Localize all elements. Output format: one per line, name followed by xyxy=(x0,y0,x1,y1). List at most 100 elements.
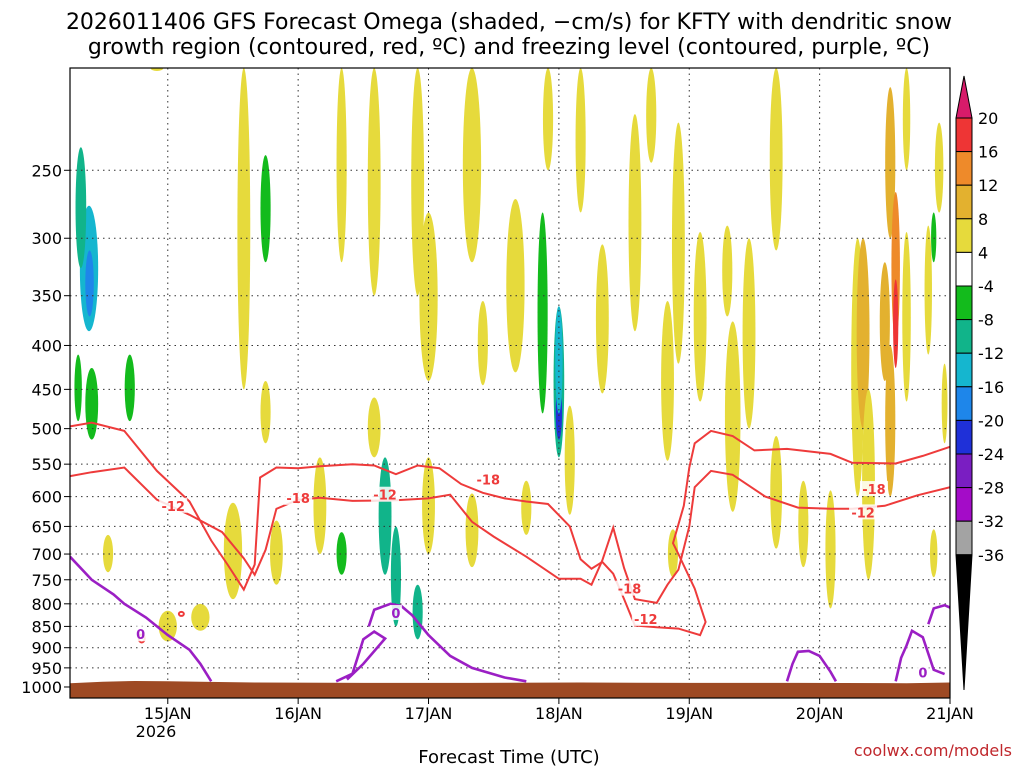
colorbar-segment xyxy=(955,151,973,186)
contour-label: -18 xyxy=(286,492,310,507)
omega-blob xyxy=(575,68,586,213)
contour-label-bg xyxy=(859,481,888,497)
freezing-level-contour xyxy=(70,555,213,682)
colorbar-bottom-triangle xyxy=(955,554,973,691)
y-tick-label: 550 xyxy=(31,455,62,474)
contour-label-bg xyxy=(631,610,660,626)
freezing-level-contour xyxy=(785,649,838,682)
omega-blob xyxy=(931,212,937,263)
colorbar-label: -32 xyxy=(978,512,1004,531)
y-tick-label: 700 xyxy=(31,545,62,564)
y-tick-label: 1000 xyxy=(21,678,62,697)
contour-label: -18 xyxy=(477,473,501,488)
omega-blob xyxy=(542,68,554,171)
contour-label: -12 xyxy=(851,506,875,521)
omega-blob xyxy=(902,231,911,402)
freezing-level-contour xyxy=(927,603,950,625)
colorbar-segment xyxy=(955,117,973,153)
colorbar-label: 4 xyxy=(978,243,988,262)
colorbar-label: -16 xyxy=(978,378,1004,397)
plot-area: -18 -12 -18 -12 -18 -12 -18 -12 0 0 0 xyxy=(69,67,951,699)
chart-title-line-2: growth region (contoured, red, ºC) and f… xyxy=(88,35,930,60)
omega-blob xyxy=(941,363,948,444)
omega-blob xyxy=(924,225,932,355)
colorbar-segment xyxy=(955,319,973,354)
x-axis-year: 2026 xyxy=(136,722,177,741)
contour-label-bg xyxy=(849,504,878,520)
colorbar-label: -12 xyxy=(978,344,1004,363)
dgz-contour-minus18 xyxy=(70,466,950,605)
omega-blob xyxy=(462,68,482,263)
colorbar-segment xyxy=(955,520,973,556)
omega-blob xyxy=(85,368,99,440)
chart-title-line-1: 2026011406 GFS Forecast Omega (shaded, −… xyxy=(66,10,952,35)
y-tick-label: 950 xyxy=(31,659,62,678)
omega-blob xyxy=(158,610,177,642)
colorbar-segment xyxy=(955,285,973,321)
omega-blob xyxy=(269,520,283,585)
omega-blob xyxy=(465,493,479,568)
contour-label-bg xyxy=(389,605,402,621)
omega-blob xyxy=(661,300,674,461)
omega-blob xyxy=(564,405,575,515)
omega-blob xyxy=(102,534,114,573)
y-tick-label: 450 xyxy=(31,380,62,399)
ground xyxy=(70,681,950,698)
omega-blob xyxy=(411,68,425,296)
omega-blob xyxy=(260,155,271,263)
contour-label: -12 xyxy=(634,613,658,628)
colorbar-top-triangle xyxy=(955,75,973,119)
colorbar-segment xyxy=(955,184,973,220)
freezing-level-contour xyxy=(367,602,527,683)
x-tick-label: 18JAN xyxy=(535,704,583,723)
omega-blob xyxy=(646,68,657,163)
y-tick-label: 650 xyxy=(31,517,62,536)
contour-label: 0 xyxy=(918,667,927,682)
omega-blob xyxy=(885,87,896,239)
source-label: coolwx.com/models xyxy=(854,741,1012,760)
y-tick-label: 600 xyxy=(31,488,62,507)
contour-labels: -18 -12 -18 -12 -18 -12 -18 -12 0 0 0 xyxy=(134,471,929,682)
omega-blob xyxy=(893,279,899,369)
omega-blob xyxy=(856,238,870,429)
contour-label-bg xyxy=(284,489,313,505)
colorbar-segment xyxy=(955,251,973,287)
omega-blob xyxy=(798,480,809,568)
colorbar-label: 16 xyxy=(978,143,998,162)
omega-blob xyxy=(724,321,741,512)
omega-blob xyxy=(223,502,243,600)
gridlines xyxy=(70,68,951,698)
contour-label-bg xyxy=(371,486,400,502)
omega-blob xyxy=(825,490,836,609)
y-tick-label: 400 xyxy=(31,336,62,355)
omega-blob xyxy=(671,122,685,364)
colorbar-segment xyxy=(955,419,973,455)
x-tick-label: 16JAN xyxy=(274,704,322,723)
omega-blob xyxy=(124,354,135,422)
omega-blob xyxy=(667,529,679,578)
dgz-contour-minus12 xyxy=(70,421,950,637)
omega-blob xyxy=(929,529,938,578)
colorbar-label: -4 xyxy=(978,277,994,296)
omega-blob xyxy=(336,532,347,575)
contour-label-bg xyxy=(134,626,147,642)
omega-blob xyxy=(378,457,392,575)
omega-blob xyxy=(885,345,896,497)
omega-blob xyxy=(506,198,525,373)
y-tick-label: 850 xyxy=(31,617,62,636)
omega-blob xyxy=(537,212,548,414)
colorbar-segment xyxy=(955,386,973,421)
contour-label: 0 xyxy=(391,607,400,622)
colorbar-label: -20 xyxy=(978,411,1004,430)
contour-label: -12 xyxy=(373,489,397,504)
omega-blob xyxy=(367,68,381,296)
omega-blob xyxy=(237,68,251,390)
omega-blob xyxy=(693,231,707,402)
freezing-level-contour xyxy=(335,630,388,683)
ground-terrain xyxy=(70,681,950,698)
omega-blob xyxy=(150,68,164,71)
colorbar-segment xyxy=(955,352,973,388)
y-tick-label: 300 xyxy=(31,229,62,248)
y-axis-ticks: 250 300 350 400 450 500 550 600 650 700 750 800 850 9… xyxy=(21,161,70,697)
